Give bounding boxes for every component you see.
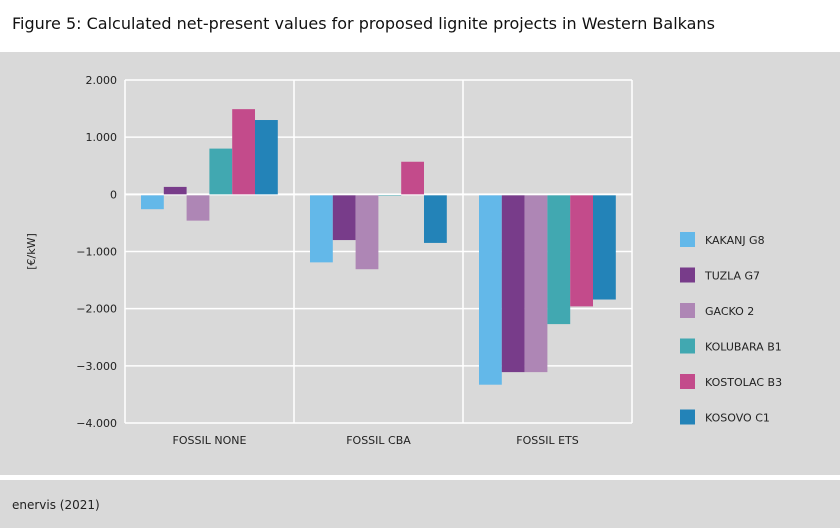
legend-swatch <box>680 303 695 318</box>
legend-swatch <box>680 338 695 354</box>
bar-gacko-2 <box>355 195 379 270</box>
legend-label: GACKO 2 <box>705 305 754 318</box>
bar-tuzla-g7 <box>501 195 525 373</box>
y-tick-label: 1.000 <box>86 131 118 144</box>
legend-swatch <box>680 409 695 425</box>
bar-kolubara-b1 <box>209 148 233 195</box>
y-tick-label: −3.000 <box>76 360 117 373</box>
y-axis-label: [€/kW] <box>25 233 38 270</box>
y-tick-label: 2.000 <box>86 74 118 87</box>
bar-kolubara-b1 <box>547 195 571 325</box>
bar-kolubara-b1 <box>378 195 402 196</box>
bar-kakanj-g8 <box>310 195 333 263</box>
legend-label: TUZLA G7 <box>704 270 760 283</box>
legend-swatch <box>680 267 695 283</box>
bar-tuzla-g7 <box>332 195 356 241</box>
y-tick-label: −4.000 <box>76 417 117 430</box>
bar-kostolac-b3 <box>232 109 255 195</box>
chart-panel <box>0 56 840 474</box>
bar-kostolac-b3 <box>570 195 593 307</box>
y-tick-label: −1.000 <box>76 246 117 259</box>
x-tick-label: FOSSIL ETS <box>516 434 578 447</box>
bar-kosovo-c1 <box>255 120 278 195</box>
bar-gacko-2 <box>524 195 548 373</box>
y-tick-label: 0 <box>110 188 117 201</box>
legend-label: KOSTOLAC B3 <box>705 376 782 389</box>
legend-label: KAKANJ G8 <box>705 234 765 247</box>
legend-label: KOLUBARA B1 <box>705 341 782 354</box>
figure-title: Figure 5: Calculated net-present values … <box>12 14 715 33</box>
legend-label: KOSOVO C1 <box>705 412 770 425</box>
x-tick-label: FOSSIL NONE <box>173 434 247 447</box>
bar-kosovo-c1 <box>593 195 616 300</box>
bar-gacko-2 <box>186 195 210 221</box>
bar-kakanj-g8 <box>141 195 164 210</box>
legend-swatch <box>680 374 695 389</box>
x-tick-label: FOSSIL CBA <box>346 434 411 447</box>
y-tick-label: −2.000 <box>76 303 117 316</box>
bar-kosovo-c1 <box>424 195 447 243</box>
bar-kostolac-b3 <box>401 161 424 195</box>
legend-swatch <box>680 232 695 247</box>
title-bar: Figure 5: Calculated net-present values … <box>0 0 840 52</box>
source-note: enervis (2021) <box>12 498 100 512</box>
divider <box>0 475 840 480</box>
bar-kakanj-g8 <box>479 195 502 385</box>
bar-tuzla-g7 <box>163 186 187 195</box>
